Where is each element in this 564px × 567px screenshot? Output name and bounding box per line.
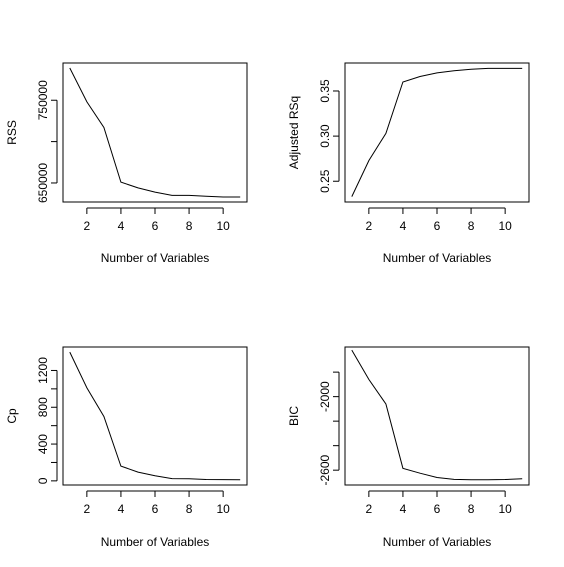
x-tick-label: 2 (366, 502, 373, 516)
x-tick-label: 6 (152, 219, 159, 233)
y-axis-title: BIC (287, 406, 301, 426)
y-tick-label: 750000 (36, 80, 50, 120)
x-tick-label: 4 (400, 502, 407, 516)
series-line-cp (69, 351, 241, 481)
x-tick-label: 8 (186, 219, 193, 233)
y-tick-label: 0.25 (318, 169, 332, 193)
panel-cp: 2 4 6 8 10 0 400 800 1200 Number of Variables Cp (5, 346, 248, 549)
x-axis-title: Number of Variables (101, 535, 210, 549)
x-tick-label: 10 (498, 219, 512, 233)
x-tick-label: 4 (400, 219, 407, 233)
x-tick-label: 6 (434, 502, 441, 516)
y-axis-title: Adjusted RSq (287, 96, 301, 169)
x-tick-label: 8 (468, 219, 475, 233)
series-line-rss (69, 67, 241, 198)
y-tick-label: 0.30 (318, 124, 332, 148)
y-tick-label: -2000 (318, 381, 332, 412)
x-tick-label: 6 (434, 219, 441, 233)
x-axis-title: Number of Variables (101, 251, 210, 265)
y-tick-label: 0 (36, 477, 50, 484)
x-tick-label: 2 (84, 219, 91, 233)
panel-adjusted-rsq: 2 4 6 8 10 0.25 0.30 0.35 Number of Variables Adj… (287, 62, 530, 265)
y-tick-label: 400 (36, 434, 50, 454)
x-axis-title: Number of Variables (383, 535, 492, 549)
y-tick-label: -2600 (318, 455, 332, 486)
y-axis-title: Cp (5, 408, 19, 424)
plot-frame (344, 346, 530, 486)
plot-frame (62, 346, 248, 486)
series-line-adjusted-rsq (351, 67, 523, 197)
x-tick-label: 10 (216, 502, 230, 516)
y-tick-label: 1200 (36, 357, 50, 384)
x-tick-label: 10 (498, 502, 512, 516)
panel-bic: 2 4 6 8 10 -2600 -2000 Number of Variables BIC (287, 346, 530, 549)
x-tick-label: 2 (84, 502, 91, 516)
x-axis-title: Number of Variables (383, 251, 492, 265)
x-tick-label: 10 (216, 219, 230, 233)
x-tick-label: 2 (366, 219, 373, 233)
x-tick-label: 4 (118, 502, 125, 516)
x-tick-label: 8 (186, 502, 193, 516)
plot-frame (344, 62, 530, 203)
series-line-bic (351, 349, 523, 481)
plot-frame (62, 62, 248, 203)
y-tick-label: 800 (36, 397, 50, 417)
x-tick-label: 6 (152, 502, 159, 516)
x-tick-label: 4 (118, 219, 125, 233)
panel-rss: 2 4 6 8 10 650000 750000 Number of Variables RSS (5, 62, 248, 265)
y-axis-title: RSS (5, 120, 19, 145)
y-tick-label: 650000 (36, 163, 50, 203)
x-tick-label: 8 (468, 502, 475, 516)
y-tick-label: 0.35 (318, 79, 332, 103)
